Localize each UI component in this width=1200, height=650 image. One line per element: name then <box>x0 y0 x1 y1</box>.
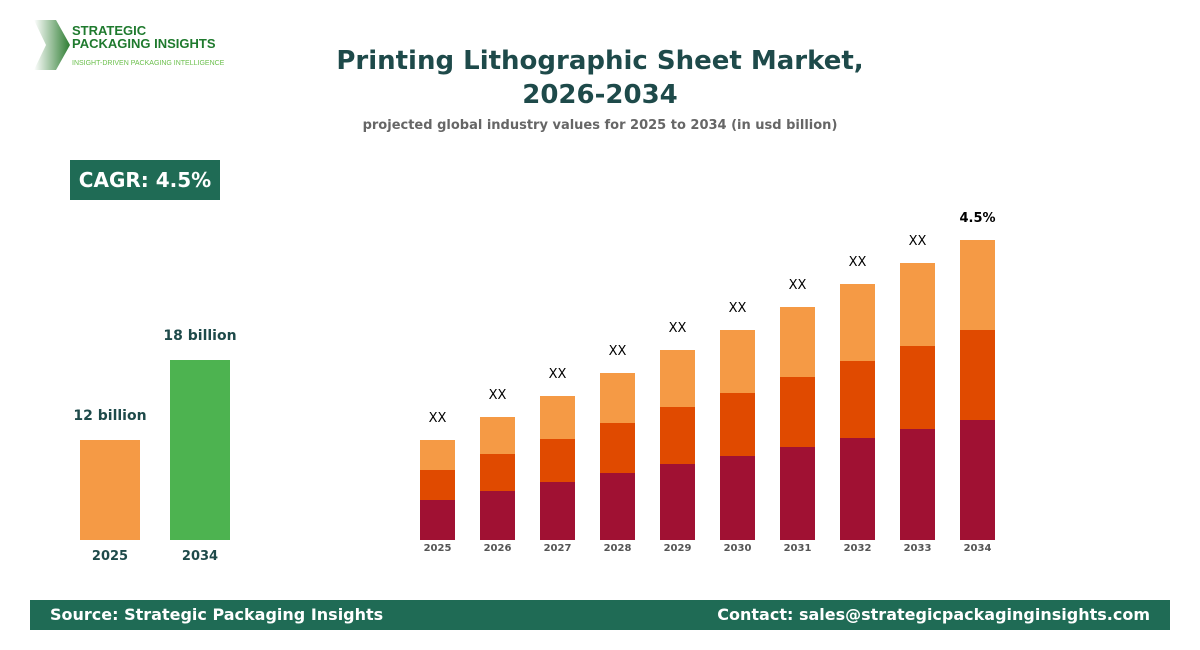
bar-segment-2027-0 <box>540 482 575 540</box>
chart-subtitle: projected global industry values for 202… <box>362 118 838 133</box>
x-tick-label: 2027 <box>544 543 572 554</box>
logo-tagline: INSIGHT-DRIVEN PACKAGING INTELLIGENCE <box>72 60 225 67</box>
data-label: XX <box>549 367 567 382</box>
bar-segment-2027-1 <box>540 439 575 482</box>
x-tick-label: 2034 <box>182 549 218 564</box>
bar-segment-2031-2 <box>780 307 815 377</box>
data-label: XX <box>909 234 927 249</box>
x-tick-label: 2032 <box>844 543 872 554</box>
bar-segment-2026-0 <box>480 491 515 540</box>
bar-segment-2029-2 <box>660 350 695 407</box>
x-tick-label: 2031 <box>784 543 812 554</box>
bar-segment-2033-2 <box>900 263 935 346</box>
data-label: 18 billion <box>163 328 236 344</box>
bar-segment-2026-1 <box>480 454 515 491</box>
bar-segment-2034-1 <box>960 330 995 420</box>
bar-segment-2032-1 <box>840 361 875 438</box>
bar-segment-2028-0 <box>600 473 635 540</box>
data-label: XX <box>429 411 447 426</box>
x-tick-label: 2030 <box>724 543 752 554</box>
x-tick-label: 2033 <box>904 543 932 554</box>
bar-segment-2028-2 <box>600 373 635 423</box>
data-label: XX <box>669 321 687 336</box>
footer: Source: Strategic Packaging Insights Con… <box>30 600 1170 630</box>
x-tick-label: 2029 <box>664 543 692 554</box>
logo-line2: PACKAGING INSIGHTS <box>72 36 216 51</box>
x-tick-label: 2025 <box>92 549 128 564</box>
data-label: XX <box>849 255 867 270</box>
bar-2034 <box>170 360 230 540</box>
bar-segment-2027-2 <box>540 396 575 439</box>
bar-segment-2031-0 <box>780 447 815 540</box>
source-text: Source: Strategic Packaging Insights <box>50 605 384 624</box>
chart-title: Printing Lithographic Sheet Market, 2026-… <box>336 46 864 110</box>
bar-segment-2033-0 <box>900 429 935 540</box>
bar-segment-2032-0 <box>840 438 875 540</box>
bar-segment-2034-0 <box>960 420 995 540</box>
logo-line1: STRATEGIC <box>72 23 147 38</box>
bar-segment-2026-2 <box>480 417 515 454</box>
bar-segment-2030-1 <box>720 393 755 456</box>
bar-segment-2033-1 <box>900 346 935 429</box>
bar-segment-2029-1 <box>660 407 695 464</box>
bar-segment-2030-2 <box>720 330 755 393</box>
cagr-badge: CAGR: 4.5% <box>70 160 220 200</box>
data-label: XX <box>609 344 627 359</box>
bar-segment-2032-2 <box>840 284 875 361</box>
bar-segment-2034-2 <box>960 240 995 330</box>
bar-segment-2030-0 <box>720 456 755 540</box>
data-label: 4.5% <box>959 211 995 226</box>
data-label: XX <box>729 301 747 316</box>
data-label: 12 billion <box>73 408 146 424</box>
contact-link[interactable]: Contact: sales@strategicpackaginginsight… <box>717 605 1150 624</box>
bar-segment-2025-1 <box>420 470 455 500</box>
x-tick-label: 2034 <box>964 543 992 554</box>
bar-segment-2025-0 <box>420 500 455 540</box>
bar-segment-2031-1 <box>780 377 815 447</box>
data-label: XX <box>489 388 507 403</box>
x-tick-label: 2025 <box>424 543 452 554</box>
x-tick-label: 2028 <box>604 543 632 554</box>
chevron-logo-icon <box>34 20 70 70</box>
bar-segment-2029-0 <box>660 464 695 540</box>
bar-2025 <box>80 440 140 540</box>
data-label: XX <box>789 278 807 293</box>
bar-segment-2028-1 <box>600 423 635 473</box>
x-tick-label: 2026 <box>484 543 512 554</box>
bar-segment-2025-2 <box>420 440 455 470</box>
